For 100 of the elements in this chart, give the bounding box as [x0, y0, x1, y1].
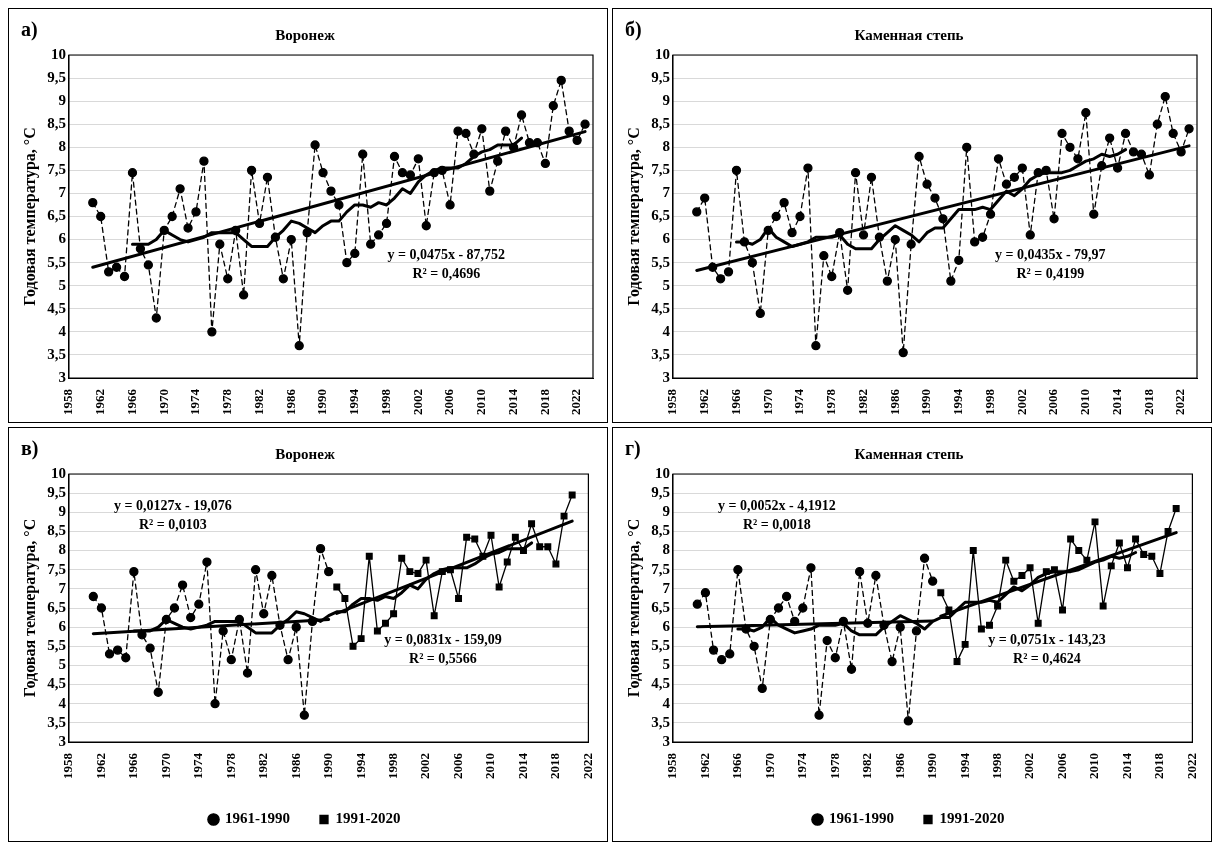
annotation: y = 0,0751x - 143,23: [988, 631, 1106, 647]
x-tick-label: 1982: [854, 389, 870, 415]
y-tick-label: 5: [58, 276, 66, 293]
x-tick-label: 2006: [1053, 752, 1069, 779]
y-tick-label: 9: [662, 92, 670, 109]
y-tick-label: 5: [662, 656, 670, 673]
annotation: R² = 0,4199: [1016, 265, 1085, 281]
y-tick-label: 5,5: [47, 253, 66, 270]
y-tick-label: 10: [50, 464, 66, 481]
x-tick-label: 1958: [664, 752, 680, 779]
y-axis-title: Годовая температура, °С: [20, 127, 39, 306]
y-tick-label: 3,5: [651, 345, 670, 362]
y-tick-label: 4,5: [651, 299, 670, 316]
x-tick-label: 2010: [1086, 753, 1102, 779]
x-tick-label: 1986: [287, 752, 303, 779]
y-tick-label: 5: [58, 656, 66, 673]
chart-title: Воронеж: [275, 26, 335, 43]
y-tick-label: 4: [662, 322, 671, 339]
legend-label: 1961-1990: [829, 810, 894, 827]
y-tick-label: 4: [58, 322, 67, 339]
x-tick-label: 1982: [255, 753, 271, 779]
x-tick-label: 2018: [1140, 388, 1156, 415]
y-tick-label: 9,5: [651, 68, 670, 85]
annotation: y = 0,0435x - 79,97: [994, 246, 1106, 262]
y-tick-label: 8: [58, 138, 66, 155]
y-tick-label: 7: [662, 184, 671, 201]
y-tick-label: 3: [58, 732, 66, 749]
x-tick-label: 2002: [409, 389, 425, 415]
y-tick-label: 4,5: [47, 299, 66, 316]
x-tick-label: 1962: [696, 389, 712, 415]
y-tick-label: 7: [662, 579, 671, 596]
y-tick-label: 8: [58, 541, 66, 558]
x-tick-label: 1978: [823, 388, 839, 415]
chart-title: Каменная степь: [854, 445, 964, 462]
x-tick-label: 1998: [988, 752, 1004, 779]
x-tick-label: 1966: [125, 752, 141, 779]
y-tick-label: 7,5: [651, 161, 670, 178]
y-tick-label: 5: [662, 276, 670, 293]
y-tick-label: 8: [662, 541, 670, 558]
x-tick-label: 1994: [956, 752, 972, 779]
x-tick-label: 2010: [482, 753, 498, 779]
y-axis-title: Годовая температура, °С: [624, 518, 643, 698]
y-tick-label: 6: [58, 618, 67, 635]
x-tick-label: 1974: [187, 388, 203, 415]
x-tick-label: 2006: [449, 752, 465, 779]
y-tick-label: 4: [662, 694, 671, 711]
annotation: y = 0,0052x - 4,1912: [718, 497, 836, 513]
x-tick-label: 1970: [155, 389, 171, 415]
y-tick-label: 8,5: [651, 115, 670, 132]
x-tick-label: 2002: [1013, 389, 1029, 415]
x-tick-label: 1986: [282, 388, 298, 415]
annotation: R² = 0,5566: [409, 650, 477, 666]
annotation: y = 0,0127x - 19,076: [114, 497, 232, 513]
y-tick-label: 9: [662, 503, 670, 520]
y-tick-label: 3: [58, 368, 66, 385]
x-tick-label: 1970: [759, 389, 775, 415]
y-tick-label: 6,5: [651, 598, 670, 615]
x-tick-label: 1990: [314, 389, 330, 415]
y-axis-title: Годовая температура, °С: [20, 518, 39, 698]
y-tick-label: 3,5: [651, 713, 670, 730]
y-tick-label: 4: [58, 694, 67, 711]
y-tick-label: 7,5: [47, 560, 66, 577]
y-tick-label: 9,5: [47, 68, 66, 85]
text: в): [21, 437, 39, 461]
annotation: R² = 0,0018: [742, 516, 811, 532]
y-tick-label: 9,5: [47, 484, 66, 501]
x-tick-label: 1970: [157, 753, 173, 779]
chart-title: Каменная степь: [854, 26, 964, 43]
x-tick-label: 2018: [1151, 752, 1167, 779]
x-tick-label: 1994: [346, 388, 362, 415]
annotation: R² = 0,4696: [412, 265, 481, 281]
y-tick-label: 5,5: [651, 637, 670, 654]
x-tick-label: 2006: [441, 388, 457, 415]
text: б): [625, 18, 642, 42]
x-tick-label: 2002: [1021, 753, 1037, 779]
x-tick-label: 2014: [504, 388, 520, 415]
legend-label: 1961-1990: [225, 810, 290, 827]
y-tick-label: 7,5: [651, 560, 670, 577]
y-tick-label: 6: [58, 230, 67, 247]
x-tick-label: 1978: [222, 752, 238, 779]
y-tick-label: 3,5: [47, 345, 66, 362]
x-tick-label: 1986: [886, 388, 902, 415]
x-tick-label: 1962: [92, 753, 108, 779]
x-tick-label: 1962: [92, 389, 108, 415]
x-tick-label: 1958: [664, 388, 680, 415]
y-tick-label: 8,5: [47, 115, 66, 132]
y-tick-label: 8,5: [651, 522, 670, 539]
x-tick-label: 1974: [190, 752, 206, 779]
y-tick-label: 6: [662, 230, 671, 247]
x-tick-label: 1998: [981, 388, 997, 415]
x-tick-label: 2022: [1183, 753, 1199, 779]
y-tick-label: 6,5: [47, 207, 66, 224]
x-tick-label: 1994: [352, 752, 368, 779]
x-tick-label: 2018: [536, 388, 552, 415]
x-tick-label: 1978: [826, 752, 842, 779]
x-tick-label: 2014: [514, 752, 530, 779]
x-tick-label: 1958: [60, 388, 76, 415]
y-tick-label: 10: [50, 45, 66, 62]
x-tick-label: 1986: [891, 752, 907, 779]
x-tick-label: 1990: [924, 753, 940, 779]
